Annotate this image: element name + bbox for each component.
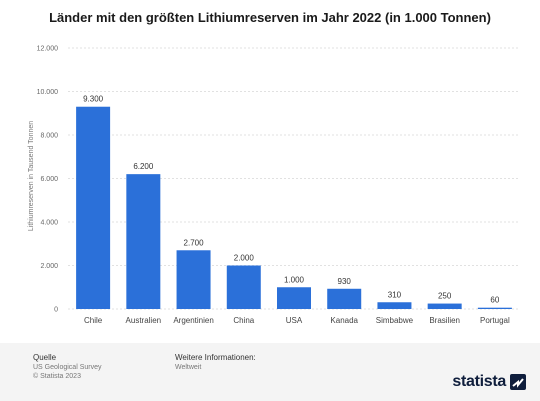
copyright-line: © Statista 2023 xyxy=(33,373,81,380)
bar-chile[interactable] xyxy=(76,106,111,309)
statista-logo-icon xyxy=(510,374,526,390)
y-tick-label: 8.000 xyxy=(40,133,58,140)
brand-name: statista xyxy=(452,373,506,390)
x-tick-label: Argentinien xyxy=(173,316,213,325)
bars xyxy=(76,106,512,310)
bar-australien[interactable] xyxy=(126,174,161,309)
y-tick-label: 6.000 xyxy=(40,176,58,183)
y-axis-tick-labels: 0 2.000 4.000 6.000 8.000 10.000 12.000 xyxy=(37,46,59,314)
bar-value-label: 9.300 xyxy=(83,95,104,104)
bar-usa[interactable] xyxy=(277,287,311,309)
source-line[interactable]: US Geological Survey xyxy=(33,364,102,371)
y-tick-label: 2.000 xyxy=(40,263,58,270)
chart-title: Länder mit den größten Lithiumreserven i… xyxy=(49,10,491,25)
bar-value-label: 1.000 xyxy=(284,275,305,284)
y-tick-label: 4.000 xyxy=(40,220,58,227)
bar-value-label: 2.000 xyxy=(234,254,255,263)
bar-value-labels: 9.300 6.200 2.700 2.000 1.000 930 310 250 60 xyxy=(83,95,500,305)
x-tick-label: Kanada xyxy=(330,316,358,325)
y-tick-label: 10.000 xyxy=(37,89,59,96)
x-tick-label: Brasilien xyxy=(429,316,460,325)
bar-kanada[interactable] xyxy=(327,288,362,309)
bar-value-label: 60 xyxy=(490,296,499,305)
y-tick-label: 12.000 xyxy=(37,46,59,53)
x-tick-label: USA xyxy=(286,316,303,325)
footer: Quelle US Geological Survey © Statista 2… xyxy=(0,343,540,401)
bar-value-label: 6.200 xyxy=(133,162,154,171)
bar-argentinien[interactable] xyxy=(176,250,211,309)
bar-simbabwe[interactable] xyxy=(377,302,412,309)
bar-brasilien[interactable] xyxy=(427,303,462,309)
bar-value-label: 250 xyxy=(438,292,452,301)
bar-portugal[interactable] xyxy=(477,307,512,309)
statista-logo[interactable]: statista xyxy=(452,373,526,391)
bar-chart: 0 2.000 4.000 6.000 8.000 10.000 12.000 9.300 6… xyxy=(28,46,520,325)
bar-value-label: 930 xyxy=(338,277,352,286)
x-axis-tick-labels: Chile Australien Argentinien China USA Kanada… xyxy=(84,316,510,325)
x-tick-label: Chile xyxy=(84,316,103,325)
bar-china[interactable] xyxy=(226,265,261,310)
info-heading: Weitere Informationen: xyxy=(175,353,256,362)
info-line: Weltweit xyxy=(175,364,202,371)
source-heading: Quelle xyxy=(33,353,57,362)
x-tick-label: Portugal xyxy=(480,316,510,325)
y-tick-label: 0 xyxy=(54,307,58,314)
y-axis-label: Lithiumreserven in Tausend Tonnen xyxy=(28,121,35,231)
x-tick-label: Australien xyxy=(126,316,162,325)
x-tick-label: Simbabwe xyxy=(376,316,414,325)
x-tick-label: China xyxy=(233,316,254,325)
bar-value-label: 310 xyxy=(388,290,402,299)
bar-value-label: 2.700 xyxy=(184,238,205,247)
